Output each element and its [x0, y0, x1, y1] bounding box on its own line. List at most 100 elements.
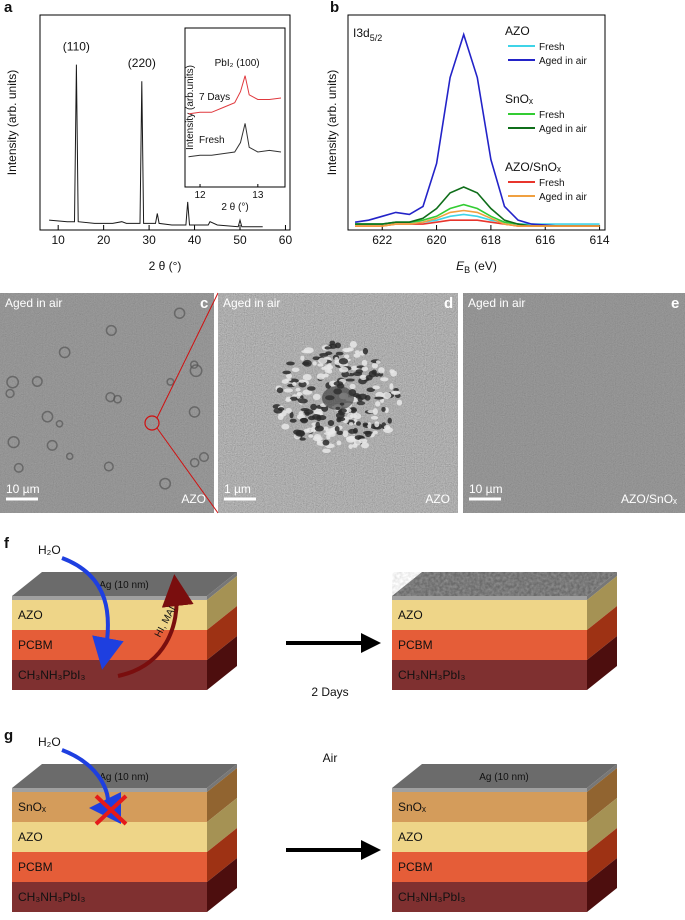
legend-label: Fresh: [539, 42, 565, 53]
ag-edge: [12, 788, 207, 792]
sample-label: AZO: [181, 492, 206, 506]
corrosion-grain: [352, 371, 363, 376]
defect: [31, 375, 43, 387]
top-layer-label: Ag (10 nm): [479, 772, 528, 783]
corrosion-grain: [348, 444, 353, 449]
x-axis-label: 2 θ (°): [221, 202, 248, 213]
layer-side: [587, 576, 617, 630]
panel-letter: g: [4, 727, 13, 744]
corrosion-grain: [285, 398, 292, 402]
layer-sheen: [12, 882, 207, 912]
corrosion-grain: [303, 428, 310, 433]
corrosion-grain: [358, 393, 368, 400]
defect: [103, 461, 114, 472]
corrosion-grain: [380, 377, 389, 382]
corrosion-grain: [300, 355, 305, 361]
ag-side: [587, 764, 617, 792]
sem-texture: [0, 293, 214, 513]
corrosion-grain: [327, 419, 335, 427]
y-axis-label: Intensity (arb. units): [5, 70, 19, 175]
corrosion-grain: [322, 448, 331, 454]
x-tick-label: 30: [142, 233, 156, 247]
layer-label: AZO: [398, 608, 423, 622]
corrosion-grain: [396, 399, 403, 406]
layer-sheen: [392, 660, 587, 690]
corrosion-grain: [286, 361, 295, 366]
defect: [58, 346, 71, 359]
corrosion-grain: [277, 407, 285, 411]
corrosion-grain: [356, 400, 366, 406]
image-caption: Aged in air: [468, 296, 525, 310]
layer-label: PCBM: [18, 638, 53, 652]
defect: [55, 419, 64, 428]
sample-label: AZO: [425, 492, 450, 506]
corrosion-grain: [336, 440, 342, 446]
layer-label: PCBM: [18, 860, 53, 874]
corrosion-grain: [281, 379, 289, 384]
corrosion-grain: [345, 378, 355, 382]
corrosion-grain: [374, 396, 384, 400]
corrosion-grain: [372, 408, 378, 415]
peak-annotation: PbI₂ (100): [215, 58, 260, 69]
layer-sheen: [12, 822, 207, 852]
zoom-line: [156, 427, 219, 514]
corrosion-grain: [308, 415, 316, 421]
corrosion-grain: [336, 430, 344, 435]
layer-sheen: [392, 600, 587, 630]
corrosion-grain: [302, 361, 310, 366]
corrosion-grain: [312, 393, 321, 400]
defect: [166, 377, 175, 386]
corrosion-grain: [289, 418, 297, 423]
x-tick-label: 20: [97, 233, 111, 247]
layer-label: AZO: [398, 830, 423, 844]
corrosion-grain: [334, 356, 339, 363]
ag-edge: [12, 596, 207, 600]
corrosion-grain: [343, 349, 350, 353]
corrosion-grain: [295, 429, 305, 436]
layer-side: [207, 858, 237, 912]
data-line: [355, 209, 600, 227]
corrosion-grain: [342, 430, 349, 438]
layer-label: SnOₓ: [18, 800, 46, 814]
data-line: [188, 123, 282, 158]
corrosion-grain: [372, 385, 380, 390]
layer-side: [587, 828, 617, 882]
layer-label: AZO: [18, 830, 43, 844]
layer-side: [207, 768, 237, 822]
panel-letter: a: [4, 0, 13, 16]
legend-group: AZO/SnOₓ: [505, 160, 561, 174]
corrosion-grain: [359, 374, 368, 381]
corrosion-grain: [298, 381, 307, 388]
corrosion-grain: [322, 439, 330, 446]
x-tick-label: 50: [233, 233, 247, 247]
corrosion-grain: [346, 435, 356, 443]
corrosion-grain: [335, 351, 344, 356]
defect: [189, 457, 200, 468]
corrosion-grain: [349, 406, 357, 414]
corrosion-grain: [318, 357, 328, 364]
corrosion-grain: [349, 383, 356, 390]
series-label: Fresh: [199, 135, 225, 146]
x-tick-label: 60: [279, 233, 293, 247]
corrosion-grain: [364, 431, 372, 438]
corrosion-grain: [337, 417, 346, 422]
corrosion-grain: [349, 341, 357, 348]
ag-side: [207, 572, 237, 600]
corrosion-grain: [317, 415, 327, 421]
label-subscript: B: [464, 265, 470, 275]
layer-side: [207, 828, 237, 882]
corrosion-grain: [310, 403, 317, 411]
y-axis-label: Intensity (arb. units): [325, 70, 339, 175]
layer: [392, 822, 587, 852]
layer: [12, 882, 207, 912]
corrosion-grain: [375, 391, 384, 398]
peak-label: (220): [128, 56, 156, 70]
corrosion-grain: [327, 363, 332, 370]
panel-letter: d: [444, 295, 453, 312]
label-main: I3d: [353, 26, 370, 40]
defect: [113, 394, 123, 404]
layer-side: [207, 798, 237, 852]
top-layer-label: Ag (10 nm): [99, 772, 148, 783]
layer-sheen: [12, 852, 207, 882]
corrosion-grain: [326, 434, 331, 440]
